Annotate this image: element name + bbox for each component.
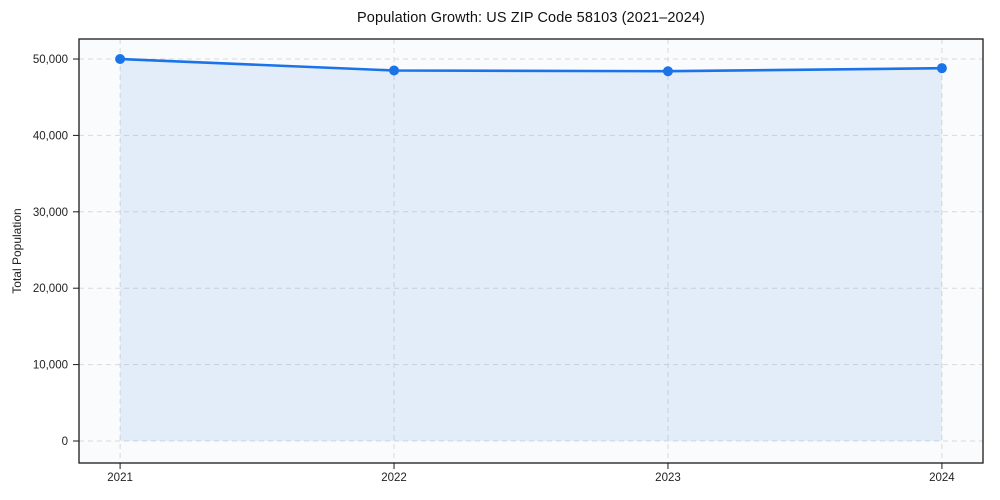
y-tick-label-50000: 50,000	[33, 54, 68, 66]
x-tick-label-2023: 2023	[655, 472, 681, 484]
x-tick-label-2021: 2021	[107, 472, 133, 484]
y-tick-label-30000: 30,000	[33, 207, 68, 219]
y-tick-label-20000: 20,000	[33, 283, 68, 295]
y-tick-label-40000: 40,000	[33, 130, 68, 142]
chart-title: Population Growth: US ZIP Code 58103 (20…	[357, 10, 705, 26]
y-tick-label-10000: 10,000	[33, 360, 68, 372]
data-point-2023	[662, 66, 673, 77]
data-point-2022	[389, 65, 400, 76]
plot-frame	[78, 38, 984, 464]
plot-background	[79, 39, 983, 463]
x-tick-label-2022: 2022	[381, 472, 407, 484]
area-fill	[120, 59, 942, 441]
data-point-2021	[115, 54, 126, 65]
data-line	[118, 57, 944, 73]
x-tick-label-2024: 2024	[929, 472, 955, 484]
y-tick-label-0: 0	[62, 436, 68, 448]
data-point-2024	[936, 63, 947, 74]
